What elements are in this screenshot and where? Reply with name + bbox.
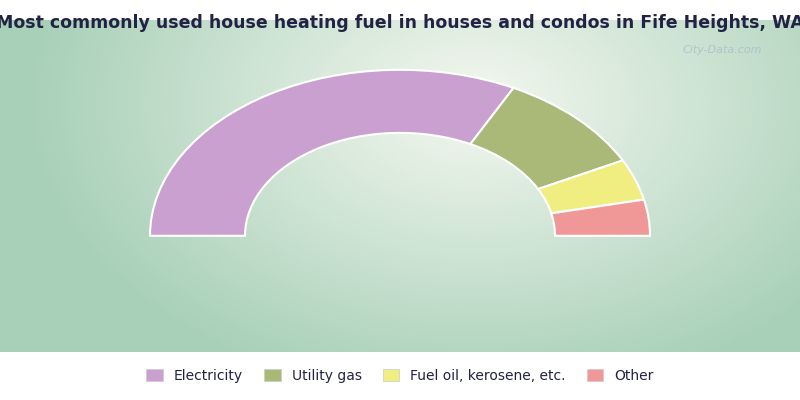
Bar — [100, 90, 700, 340]
Bar — [167, 127, 633, 320]
Wedge shape — [551, 200, 650, 236]
Bar — [227, 159, 573, 302]
Bar — [40, 58, 760, 357]
Legend: Electricity, Utility gas, Fuel oil, kerosene, etc., Other: Electricity, Utility gas, Fuel oil, kero… — [141, 364, 659, 388]
Bar — [273, 184, 527, 290]
Bar — [265, 180, 535, 292]
Bar — [122, 103, 678, 333]
Bar — [55, 66, 745, 353]
Bar — [182, 135, 618, 316]
Bar — [280, 188, 520, 287]
Bar — [70, 74, 730, 348]
Bar — [220, 155, 580, 305]
Bar — [340, 220, 460, 270]
Bar — [347, 224, 453, 268]
Bar — [258, 176, 542, 294]
Bar — [310, 204, 490, 278]
Bar — [362, 232, 438, 263]
Bar — [160, 123, 640, 322]
Bar — [62, 70, 738, 350]
Wedge shape — [470, 88, 622, 189]
Bar — [393, 248, 407, 254]
Bar — [295, 196, 505, 283]
Bar — [78, 78, 722, 346]
Bar — [355, 228, 445, 266]
Bar — [175, 131, 625, 318]
Bar — [318, 208, 482, 276]
Bar — [115, 99, 685, 335]
Bar — [190, 139, 610, 314]
Bar — [333, 216, 467, 272]
Bar — [153, 119, 647, 324]
Bar — [370, 236, 430, 261]
Wedge shape — [150, 70, 514, 236]
Bar — [213, 151, 587, 307]
Bar — [145, 115, 655, 326]
Bar — [242, 168, 558, 298]
Bar — [378, 240, 422, 259]
Wedge shape — [538, 160, 644, 213]
Text: Most commonly used house heating fuel in houses and condos in Fife Heights, WA: Most commonly used house heating fuel in… — [0, 14, 800, 32]
Text: City-Data.com: City-Data.com — [683, 45, 762, 55]
Bar — [47, 62, 753, 355]
Bar — [198, 143, 602, 311]
Bar — [138, 111, 662, 329]
Bar — [93, 86, 707, 342]
Bar — [130, 107, 670, 331]
Bar — [250, 172, 550, 296]
Bar — [325, 212, 475, 274]
Bar — [85, 82, 715, 344]
Bar — [205, 147, 595, 309]
Bar — [287, 192, 513, 285]
Bar — [107, 94, 693, 337]
Bar — [385, 244, 415, 257]
Bar — [302, 200, 498, 281]
Bar — [235, 163, 565, 300]
